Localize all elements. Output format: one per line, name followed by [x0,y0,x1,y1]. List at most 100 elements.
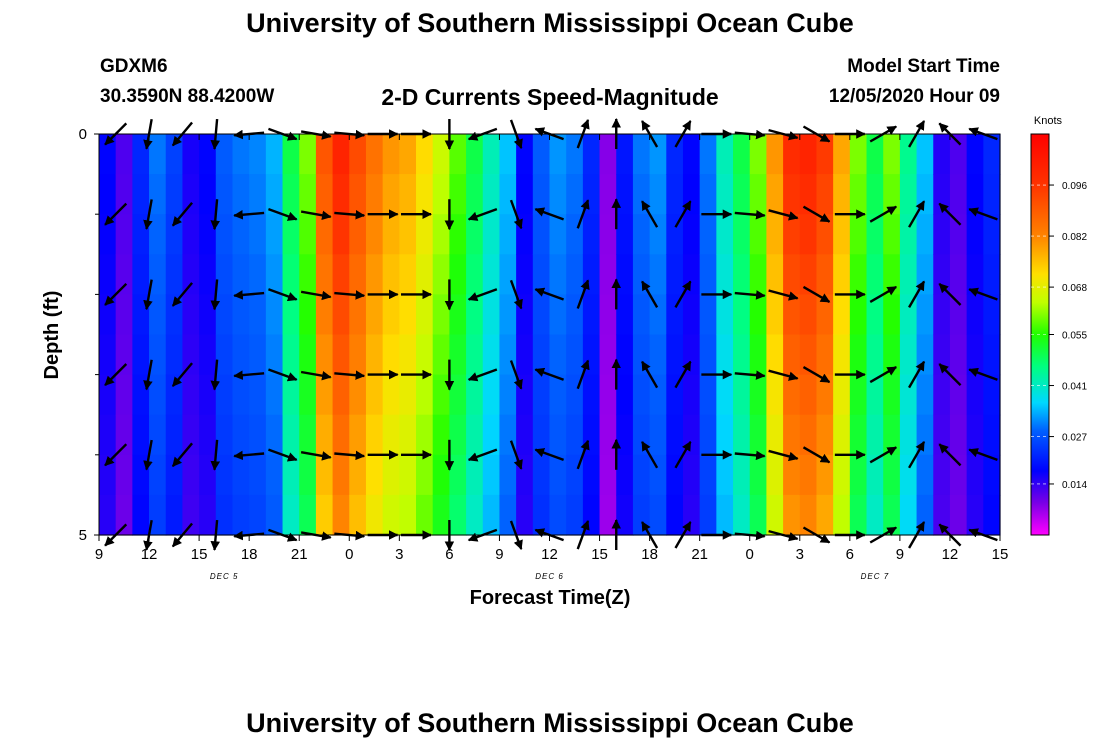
heat-cell [482,454,501,496]
x-tick-label: 0 [746,546,754,563]
heat-cell [199,254,217,295]
current-vector [210,199,221,231]
x-tick-label: 21 [291,546,308,563]
heat-cell [749,454,768,496]
heat-cell [182,254,200,295]
heat-cell [382,374,400,416]
heat-cell [249,294,267,336]
current-vector [268,207,298,221]
heat-cell [966,214,984,255]
heat-cell [532,334,551,376]
current-vector [300,370,332,381]
heat-cell [149,214,167,255]
heat-cell [816,494,834,536]
heat-cell [382,414,400,456]
heat-cell [315,254,334,295]
current-vector [143,279,153,311]
heat-cell [382,494,400,536]
heat-cell [315,214,334,255]
heat-cell [733,334,751,376]
heat-cell [549,414,567,456]
heat-cell [349,414,367,456]
heat-cell [682,454,701,496]
x-tick-label: 9 [896,546,904,563]
heat-cell [566,494,584,536]
current-vector [641,360,659,389]
heat-cell [699,254,717,295]
heat-cell [466,254,484,295]
heat-cell [833,134,851,175]
heat-cell [866,454,884,496]
heat-cell [566,254,584,295]
colorbar-tick-label: 0.014 [1062,480,1087,491]
heat-cell [99,254,117,295]
heat-cell [449,454,467,496]
heat-cell [983,254,1001,295]
heat-cell [449,414,467,456]
heat-cell [866,134,884,175]
heat-cell [432,214,450,255]
heat-cell [349,294,367,336]
heat-cell [866,374,884,416]
heat-cell [866,494,884,536]
x-tick-label: 18 [241,546,258,563]
x-tick-label: 21 [691,546,708,563]
heat-cell [299,454,317,496]
heat-cell [916,374,934,416]
heat-cell [499,294,517,336]
heat-cell [532,214,551,255]
heat-cell [382,174,400,215]
heat-cell [682,374,701,416]
heat-cell [599,134,617,175]
heat-cell [165,254,184,295]
heat-cell [933,334,951,376]
heat-cell [682,294,701,336]
main-title: University of Southern Mississippi Ocean… [246,8,854,38]
heat-cell [265,414,284,456]
heat-cell [616,494,634,536]
heat-cell [466,414,484,456]
heat-cell [899,254,918,295]
heat-cell [99,414,117,456]
colorbar: Knots 0.014 0.027 0.041 0.055 0.068 0.082 0.09… [1030,115,1087,536]
heat-cell [933,214,951,255]
current-vector [802,205,831,223]
heat-cell [766,454,784,496]
current-vector [968,448,998,462]
heat-cell [416,454,434,496]
heat-cell [99,134,117,175]
heat-cell [282,294,300,336]
heat-cell [799,294,818,336]
heat-cell [599,414,617,456]
heat-cell [866,414,884,456]
heat-cell [132,414,150,456]
heat-cell [165,334,184,376]
heat-cell [466,374,484,416]
current-vector [576,279,590,309]
heat-cell [232,414,250,456]
heat-cell [949,334,968,376]
heat-cell [699,374,717,416]
heat-cell [699,134,717,175]
heat-cell [749,214,768,255]
y-tick-label: 0 [79,126,87,143]
current-vector [300,210,332,221]
heat-cell [115,494,133,536]
heat-cell [916,214,934,255]
heat-cell [766,294,784,336]
current-vector [768,289,799,301]
current-vector [869,205,898,223]
heat-cell [966,454,984,496]
heat-cell [115,214,133,255]
heat-cell [883,214,901,255]
heat-cell [399,454,417,496]
heat-cell [666,214,684,255]
current-vector [968,287,998,301]
x-tick-label: 15 [191,546,208,563]
heat-cell [733,454,751,496]
x-tick-label: 3 [796,546,804,563]
heat-cell [282,134,300,175]
heat-cell [399,334,417,376]
heat-cell [549,494,567,536]
heat-cell [449,494,467,536]
